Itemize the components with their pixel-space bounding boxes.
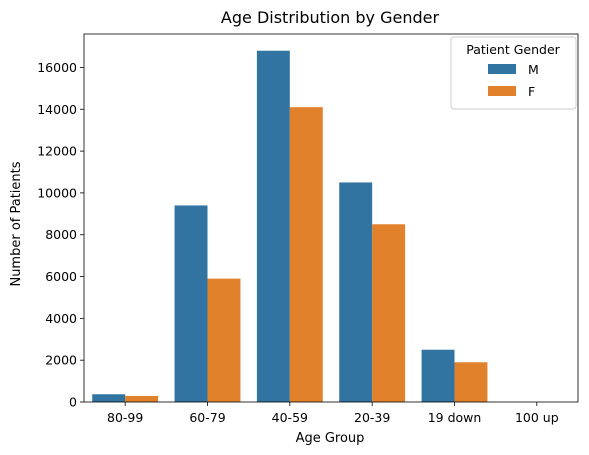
plot-area: 0 2000 4000 6000 8000 10000 12000 14000 16000 80-… (37, 33, 579, 425)
legend-label-f: F (528, 84, 535, 99)
bar-f-4 (454, 362, 488, 402)
bar-m-4 (421, 349, 455, 402)
y-axis-label: Number of Patients (9, 161, 24, 286)
bar-f-1 (207, 278, 241, 402)
bar-m-2 (256, 50, 290, 402)
y-tick-label: 0 (69, 395, 77, 410)
y-tick-label: 16000 (37, 60, 77, 75)
y-tick-label: 14000 (37, 102, 77, 117)
x-axis-label: Age Group (296, 431, 365, 446)
x-tick-label: 40-59 (272, 410, 308, 425)
legend: Patient Gender MF (450, 36, 577, 110)
x-tick-label: 80-99 (107, 410, 143, 425)
bar-m-0 (92, 394, 126, 402)
y-tick-label: 10000 (37, 185, 77, 200)
legend-swatch-f (488, 86, 516, 96)
y-tick-label: 8000 (45, 227, 77, 242)
plot-frame (83, 33, 579, 403)
chart-title: Age Distribution by Gender (221, 8, 440, 27)
y-tick-label: 12000 (37, 144, 77, 159)
legend-title: Patient Gender (466, 42, 560, 57)
legend-swatch-m (488, 64, 516, 74)
bar-f-3 (372, 224, 406, 402)
legend-label-m: M (528, 62, 539, 77)
y-tick-label: 6000 (45, 269, 77, 284)
x-tick-label: 19 down (428, 410, 482, 425)
x-tick-label: 20-39 (354, 410, 390, 425)
bar-f-2 (289, 107, 323, 403)
y-tick-label: 2000 (45, 353, 77, 368)
x-tick-label: 100 up (515, 410, 559, 425)
bar-m-1 (174, 205, 208, 402)
bar-m-3 (339, 182, 373, 402)
y-tick-label: 4000 (45, 311, 77, 326)
bar-f-0 (125, 395, 159, 402)
x-tick-label: 60-79 (189, 410, 225, 425)
